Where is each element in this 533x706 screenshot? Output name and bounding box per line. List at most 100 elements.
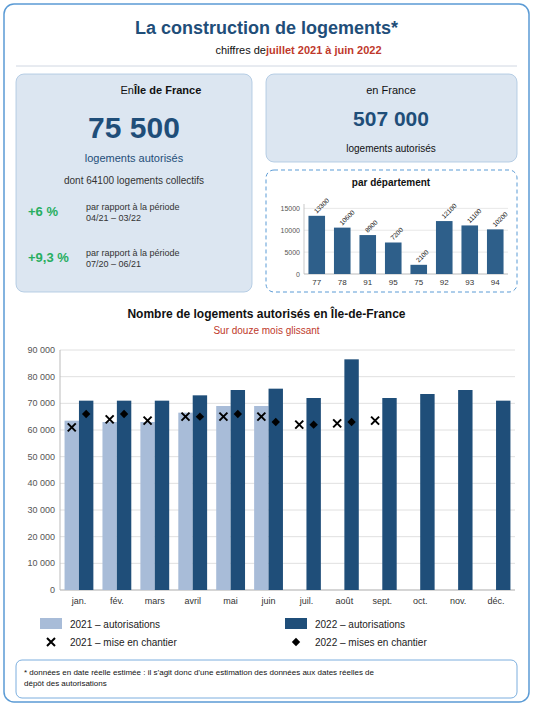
x-tick-label: fév. [110,596,124,606]
annotation: Île de France [133,84,201,96]
y-tick-label: 5000 [284,249,300,256]
annotation: * données en date réelle estimée : il s’… [24,668,375,688]
text-line: * données en date réelle estimée : il s’… [24,668,375,677]
legend-marker [47,638,55,646]
marker-diamond [347,418,355,426]
y-tick-label: 60 000 [27,425,55,435]
marker-diamond [272,418,280,426]
bar [487,229,504,274]
x-tick-label: 93 [465,278,474,287]
footnote-box [16,660,517,698]
y-tick-label: 70 000 [27,398,55,408]
chart-title: par département [352,177,431,188]
bar [216,406,230,590]
x-tick-label: 77 [312,278,321,287]
y-tick-label: 80 000 [27,372,55,382]
y-tick-label: 90 000 [27,345,55,355]
marker-x [68,423,76,431]
marker-x [219,413,227,421]
marker-x [182,413,190,421]
bar [193,395,207,590]
bar [410,265,427,274]
marker-x [333,419,341,427]
text-line: 07/20 – 06/21 [86,259,141,269]
bar [79,401,93,590]
x-tick-label: 78 [338,278,347,287]
france-panel [266,74,517,162]
bar [155,401,169,590]
x-tick-label: mars [145,596,165,606]
marker-x [295,421,303,429]
y-axis-line [60,350,61,590]
legend-label: 2022 – autorisations [315,619,405,630]
marker-diamond [234,410,242,418]
legend-label: 2021 – mise en chantier [70,637,177,648]
annotation: logements autorisés [346,143,436,154]
x-tick-label: 95 [389,278,398,287]
annotation: logements autorisés [85,152,184,164]
bar [359,235,376,274]
x-tick-label: 92 [440,278,449,287]
legend-swatch [285,618,307,629]
plot-area [65,359,511,590]
x-tick-label: déc. [488,596,505,606]
y-tick-label: 0 [50,585,55,595]
infographic: La construction de logements*chiffres de… [0,0,533,706]
dept-chart: par département0500010000150007778919575… [281,177,509,287]
annotation: 75 500 [88,111,180,144]
bar [436,221,453,274]
y-axis-line [304,204,305,274]
annotation: +6 % [28,204,58,219]
bar [382,398,396,590]
text-line: par rapport à la période [86,202,180,212]
marker-x [106,415,114,423]
y-tick-label: 0 [296,271,300,278]
bar [117,401,131,590]
data-label: 2100 [415,248,430,263]
grid-line [60,350,515,351]
y-tick-label: 50 000 [27,452,55,462]
bar [102,422,116,590]
bar [140,422,154,590]
x-tick-label: avril [184,596,201,606]
bar [65,421,79,590]
legend-marker [292,638,300,646]
annotation: chiffres de [215,44,266,56]
legend-swatch [40,618,62,629]
dept-panel [266,170,517,292]
x-tick-label: mai [223,596,238,606]
chart-title: Nombre de logements autorisés en Île-de-… [127,306,405,321]
x-tick-label: sept. [373,596,393,606]
data-label: 8900 [364,218,379,233]
card-border [4,4,529,702]
y-tick-label: 20 000 [27,532,55,542]
annotation: juillet 2021 à juin 2022 [265,44,382,56]
chart-subtitle: Sur douze mois glissant [213,325,319,336]
data-label: 10600 [338,208,356,226]
bar [461,225,478,274]
marker-diamond [196,412,204,420]
marker-x [257,413,265,421]
legend: 2021 – autorisations2022 – autorisations… [40,618,427,648]
y-tick-label: 30 000 [27,505,55,515]
y-tick-label: 40 000 [27,478,55,488]
bar [458,390,472,590]
annotation: en France [366,84,416,96]
bar [334,228,351,274]
annotation: En [121,84,134,96]
annotation: dont 64100 logements collectifs [64,175,204,186]
bar [269,389,283,590]
bar [385,243,402,275]
legend-label: 2022 – mises en chantier [315,637,427,648]
x-tick-label: nov. [450,596,466,606]
data-label: 13300 [313,197,331,215]
y-tick-label: 10000 [281,227,301,234]
marker-diamond [120,410,128,418]
x-tick-label: août [336,596,354,606]
separator [16,66,517,67]
annotation: +9,3 % [28,250,69,265]
plot-area [308,216,503,274]
grid-line [60,376,515,377]
bar [420,394,434,590]
text-line: dépôt des autorisations [24,679,107,688]
